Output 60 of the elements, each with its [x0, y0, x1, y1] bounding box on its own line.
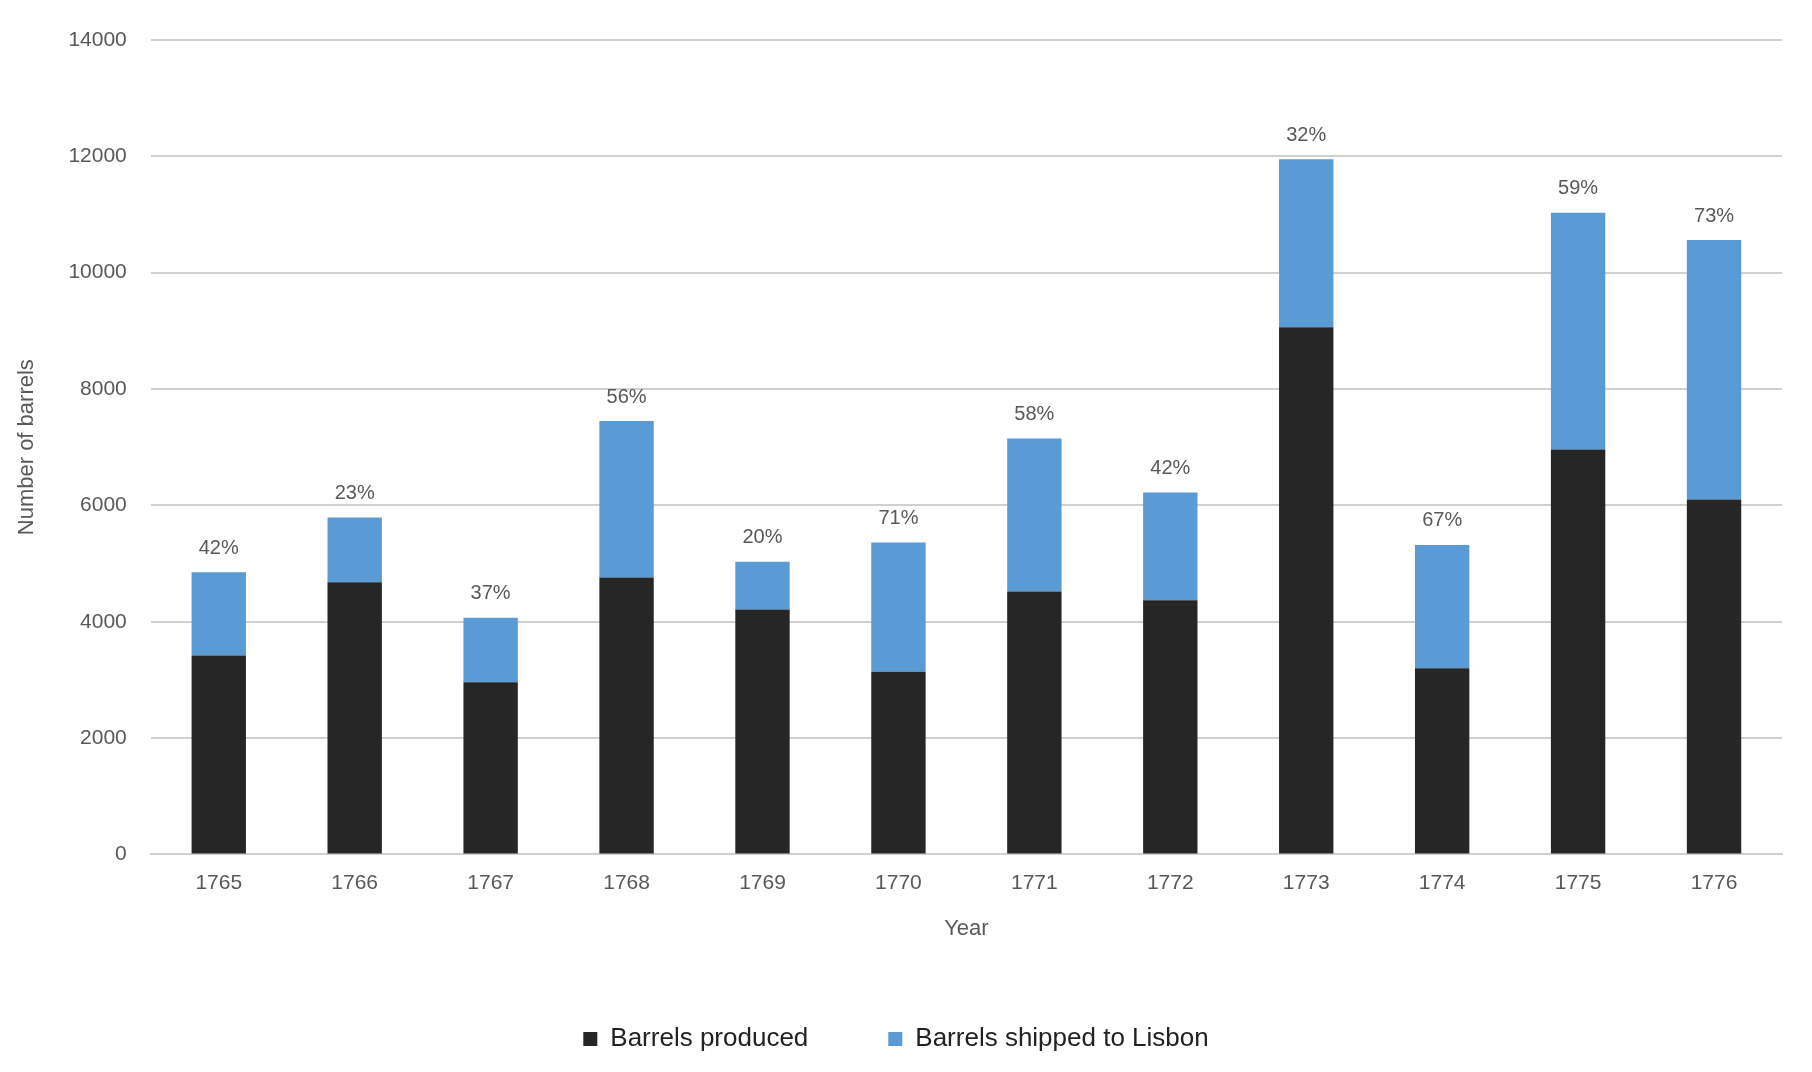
annotation: 23% — [334, 481, 375, 504]
annotation: 42% — [1150, 456, 1191, 479]
bar — [1550, 212, 1606, 450]
x-tick-label: 1765 — [195, 869, 243, 893]
bar — [599, 421, 654, 578]
bar — [1414, 668, 1470, 854]
x-tick-label: 1770 — [875, 869, 922, 893]
x-tick-label: 1771 — [1011, 869, 1058, 893]
x-tick-label: 1767 — [467, 869, 514, 893]
annotation: 56% — [606, 384, 647, 407]
annotation: 32% — [1286, 122, 1327, 145]
x-tick-label: 1774 — [1418, 869, 1466, 893]
bar — [735, 561, 790, 610]
bar — [735, 609, 790, 854]
bar — [1279, 327, 1334, 854]
bar — [1007, 591, 1062, 854]
annotation: 58% — [1014, 401, 1055, 424]
x-tick-label: 1768 — [603, 869, 650, 893]
annotation: 73% — [1694, 203, 1735, 226]
annotation: 37% — [470, 581, 511, 604]
bar — [191, 572, 246, 656]
annotation: 67% — [1422, 508, 1463, 531]
bar — [327, 517, 382, 583]
annotation: 59% — [1558, 176, 1599, 199]
bar — [327, 582, 382, 854]
legend-label: Barrels shipped to Lisbon — [915, 1022, 1209, 1053]
bar — [191, 655, 246, 854]
y-tick-label: 8000 — [80, 375, 127, 399]
x-axis-title: Year — [944, 914, 989, 940]
y-tick-label: 12000 — [68, 143, 127, 167]
bar — [1686, 499, 1742, 854]
bar — [1414, 544, 1470, 669]
annotation: 71% — [878, 506, 919, 529]
bar — [463, 617, 518, 683]
bar — [1279, 159, 1334, 328]
y-tick-label: 2000 — [80, 724, 127, 748]
y-tick-label: 6000 — [80, 492, 127, 516]
y-axis-title: Number of barrels — [13, 359, 39, 536]
x-tick-label: 1772 — [1146, 869, 1194, 893]
x-tick-label: 1773 — [1282, 869, 1330, 893]
y-tick-label: 14000 — [68, 26, 127, 50]
x-tick-label: 1775 — [1554, 869, 1602, 893]
x-tick-label: 1766 — [331, 869, 379, 893]
y-tick-label: 10000 — [68, 259, 127, 283]
bar — [871, 671, 926, 854]
bar — [871, 542, 926, 672]
y-tick-label: 4000 — [80, 608, 127, 632]
legend-label: Barrels produced — [610, 1022, 809, 1053]
annotation: 20% — [742, 525, 783, 548]
bar — [463, 682, 518, 854]
bar — [1143, 600, 1198, 854]
y-tick-label: 0 — [115, 841, 127, 865]
bar — [1143, 492, 1198, 601]
bar — [1007, 438, 1062, 592]
x-tick-label: 1769 — [739, 869, 786, 893]
bar — [1550, 449, 1606, 854]
annotation: 42% — [198, 535, 239, 558]
x-tick-label: 1776 — [1690, 869, 1738, 893]
bar — [1686, 240, 1742, 500]
bar — [599, 577, 654, 854]
